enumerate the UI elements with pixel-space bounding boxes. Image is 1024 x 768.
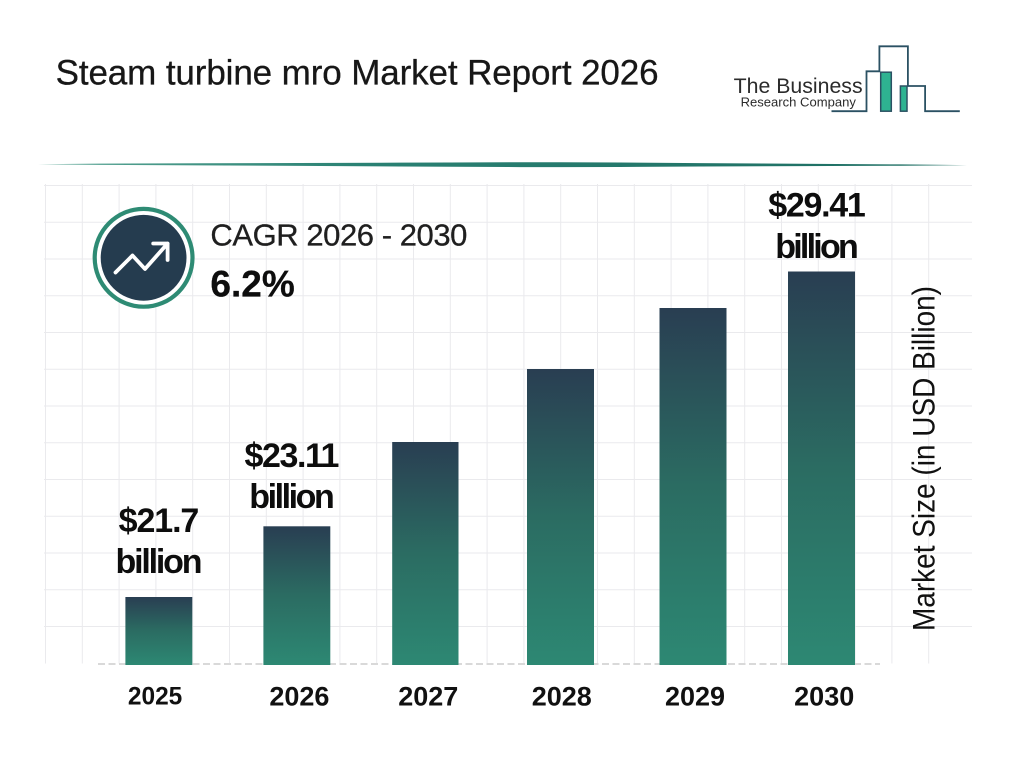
svg-text:2030: 2030 <box>794 682 854 712</box>
svg-text:6.2%: 6.2% <box>210 264 294 305</box>
svg-text:$23.11: $23.11 <box>245 437 340 475</box>
svg-text:CAGR 2026 - 2030: CAGR 2026 - 2030 <box>210 217 467 252</box>
svg-text:billion: billion <box>775 228 859 266</box>
svg-text:2029: 2029 <box>665 682 725 712</box>
svg-text:2028: 2028 <box>532 682 592 712</box>
svg-text:billion: billion <box>116 543 203 581</box>
svg-text:The Business: The Business <box>734 74 863 98</box>
svg-text:2026: 2026 <box>269 682 329 712</box>
svg-text:$21.7: $21.7 <box>119 502 200 540</box>
svg-text:$29.41: $29.41 <box>768 187 866 225</box>
svg-text:Market Size (in USD Billion): Market Size (in USD Billion) <box>905 286 941 631</box>
svg-text:2027: 2027 <box>398 682 458 712</box>
svg-text:Steam turbine mro Market Repor: Steam turbine mro Market Report 2026 <box>56 53 659 92</box>
svg-text:2025: 2025 <box>128 683 182 711</box>
svg-text:billion: billion <box>249 478 335 516</box>
svg-text:Research Company: Research Company <box>741 94 857 109</box>
